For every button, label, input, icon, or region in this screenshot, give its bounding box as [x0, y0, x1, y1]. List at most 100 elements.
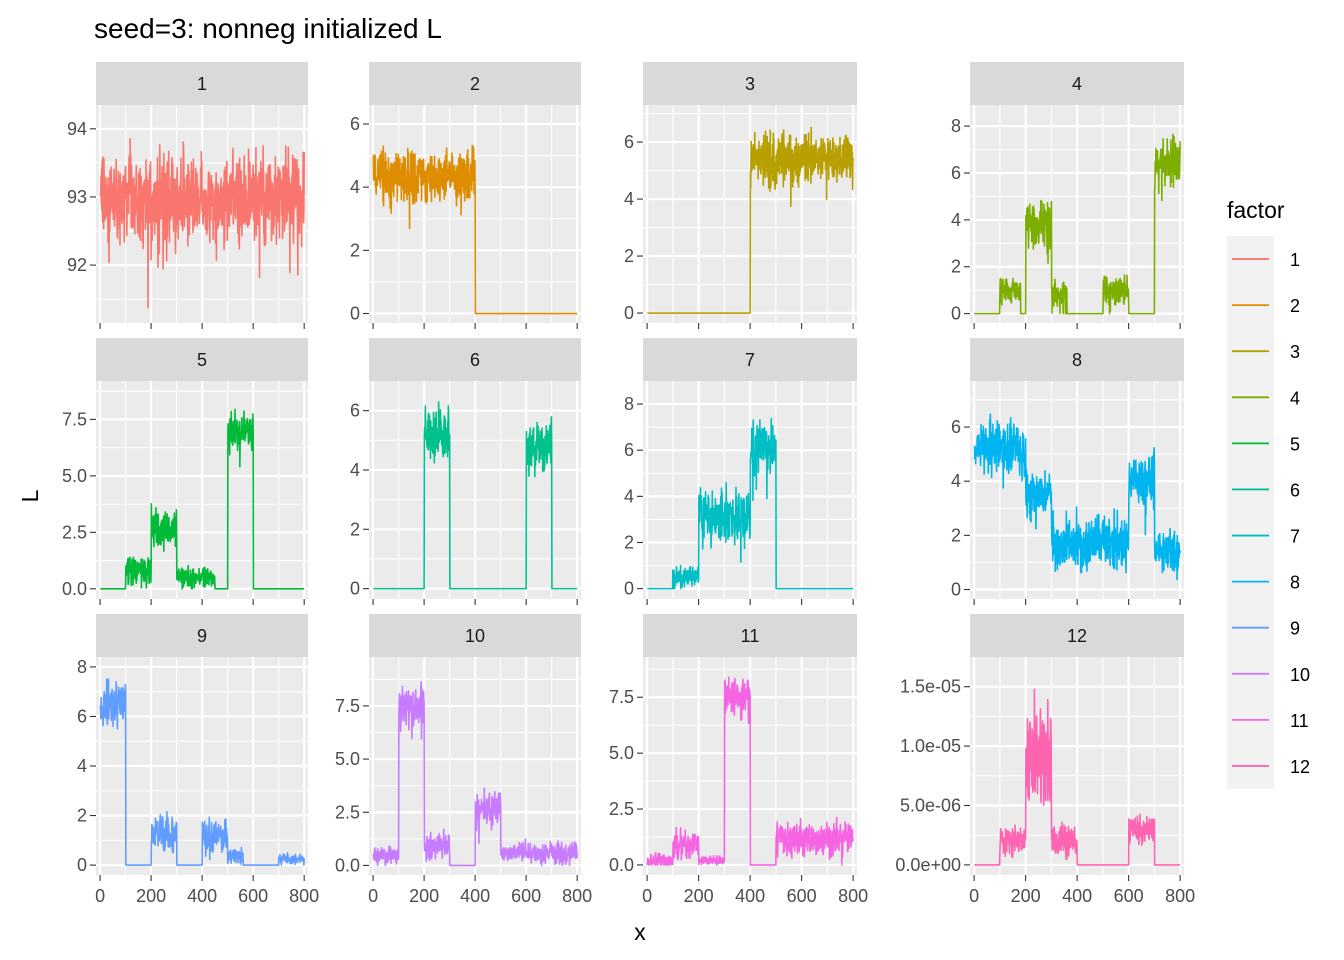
series-line-1	[99, 138, 305, 309]
y-tick-label: 4	[350, 177, 360, 197]
series-line-4	[973, 133, 1181, 315]
y-tick-label: 0	[624, 303, 634, 323]
facet-strip-label: 1	[197, 74, 207, 94]
y-tick-label: 0	[77, 855, 87, 875]
x-axis-title: x	[634, 919, 646, 945]
facet-panel-1: 1 92 93 94	[67, 62, 308, 329]
series-line-10	[372, 681, 578, 867]
facet-strip	[643, 338, 857, 381]
facet-strip-label: 5	[197, 350, 207, 370]
facet-strip-label: 10	[465, 626, 485, 646]
legend-label-5: 5	[1290, 434, 1300, 454]
y-tick-label: 4	[624, 189, 634, 209]
facet-panel-6: 6 0 2 4 6	[350, 338, 581, 605]
y-tick-label: 0	[951, 580, 961, 600]
y-tick-label: 2	[350, 519, 360, 539]
x-tick-label: 0	[368, 886, 378, 906]
y-tick-label: 0.0	[62, 579, 87, 599]
x-tick-label: 200	[409, 886, 439, 906]
y-tick-label: 2.5	[609, 799, 634, 819]
facet-strip	[643, 614, 857, 657]
facet-strip	[96, 614, 308, 657]
facet-strip	[970, 62, 1184, 105]
y-tick-label: 1.0e-05	[900, 736, 961, 756]
x-tick-label: 400	[735, 886, 765, 906]
x-tick-label: 200	[1011, 886, 1041, 906]
facet-strip-label: 9	[197, 626, 207, 646]
y-tick-label: 93	[67, 187, 87, 207]
x-tick-label: 0	[969, 886, 979, 906]
y-tick-label: 92	[67, 255, 87, 275]
y-tick-label: 6	[951, 417, 961, 437]
facet-strip-label: 8	[1072, 350, 1082, 370]
facet-strip	[643, 62, 857, 105]
y-tick-label: 4	[77, 756, 87, 776]
facet-panel-3: 3 0 2 4 6	[624, 62, 857, 329]
facet-panel-4: 4 0 2 4 6 8	[951, 62, 1184, 329]
facet-strip-label: 4	[1072, 74, 1082, 94]
y-tick-label: 2	[350, 240, 360, 260]
facet-panel-11: 11 0.0 2.5 5.0 7.5 0 200 400 600 800	[609, 614, 868, 906]
facet-panel-8: 8 0 2 4 6	[951, 338, 1184, 605]
y-tick-label: 2	[624, 246, 634, 266]
facet-panel-5: 5 0.0 2.5 5.0 7.5	[62, 338, 308, 605]
legend-label-6: 6	[1290, 480, 1300, 500]
y-tick-label: 6	[951, 163, 961, 183]
legend-label-9: 9	[1290, 619, 1300, 639]
x-tick-label: 800	[1165, 886, 1195, 906]
facet-strip	[970, 614, 1184, 657]
y-tick-label: 7.5	[609, 687, 634, 707]
x-tick-label: 200	[684, 886, 714, 906]
y-tick-label: 4	[624, 486, 634, 506]
facet-strip-label: 3	[745, 74, 755, 94]
y-tick-label: 0.0	[609, 855, 634, 875]
series-line-8	[973, 413, 1181, 581]
x-tick-label: 600	[511, 886, 541, 906]
y-tick-label: 2	[77, 806, 87, 826]
x-tick-label: 400	[1062, 886, 1092, 906]
x-tick-label: 800	[289, 886, 319, 906]
y-tick-label: 0	[624, 579, 634, 599]
y-tick-label: 5.0	[609, 743, 634, 763]
facet-panels: 1929394202463024640246850.02.55.07.56024…	[62, 62, 1195, 906]
y-tick-label: 2	[951, 257, 961, 277]
y-tick-label: 0.0e+00	[895, 855, 961, 875]
y-tick-label: 6	[624, 132, 634, 152]
y-tick-label: 6	[350, 114, 360, 134]
y-tick-label: 0	[350, 304, 360, 324]
facet-strip	[369, 62, 581, 105]
legend-label-8: 8	[1290, 573, 1300, 593]
y-tick-label: 4	[350, 460, 360, 480]
legend-key-background	[1227, 236, 1274, 789]
y-tick-label: 6	[350, 401, 360, 421]
y-tick-label: 2.5	[335, 802, 360, 822]
series-line-11	[646, 676, 854, 866]
x-tick-label: 0	[95, 886, 105, 906]
facet-strip-label: 7	[745, 350, 755, 370]
y-tick-label: 94	[67, 119, 87, 139]
x-tick-label: 600	[1114, 886, 1144, 906]
series-line-5	[99, 408, 305, 590]
x-tick-label: 200	[136, 886, 166, 906]
facet-panel-7: 7 0 2 4 6 8	[624, 338, 857, 605]
chart-title: seed=3: nonneg initialized L	[94, 13, 442, 44]
series-line-12	[973, 688, 1181, 866]
x-tick-label: 600	[238, 886, 268, 906]
facet-strip	[369, 614, 581, 657]
y-tick-label: 2	[951, 525, 961, 545]
x-tick-label: 0	[642, 886, 652, 906]
legend-label-4: 4	[1290, 388, 1300, 408]
legend-label-3: 3	[1290, 342, 1300, 362]
y-tick-label: 0	[951, 304, 961, 324]
x-tick-label: 600	[787, 886, 817, 906]
x-tick-label: 800	[838, 886, 868, 906]
facet-strip	[369, 338, 581, 381]
y-tick-label: 8	[951, 116, 961, 136]
facet-strip	[96, 62, 308, 105]
series-line-2	[372, 144, 578, 315]
y-tick-label: 8	[77, 657, 87, 677]
facet-strip	[970, 338, 1184, 381]
y-tick-label: 8	[624, 394, 634, 414]
